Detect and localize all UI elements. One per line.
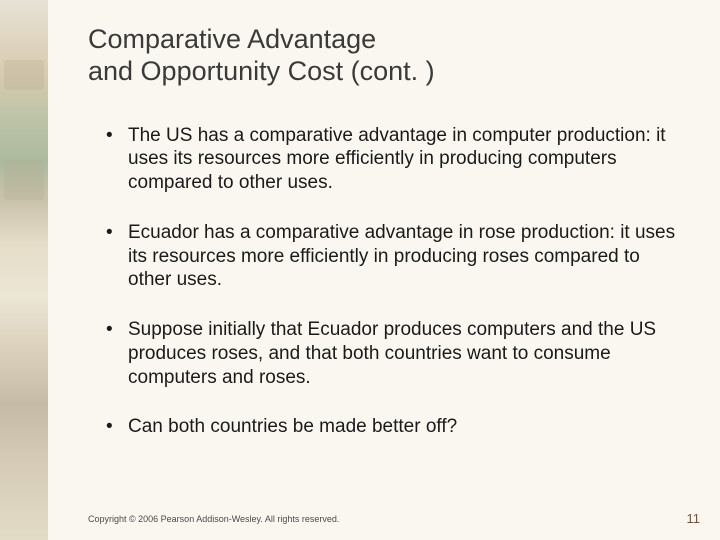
bullet-text: Suppose initially that Ecuador produces … — [128, 319, 656, 388]
title-line-1: Comparative Advantage — [88, 24, 376, 54]
bullet-item: Ecuador has a comparative advantage in r… — [106, 221, 682, 292]
bullet-item: Suppose initially that Ecuador produces … — [106, 318, 682, 389]
bullet-list: The US has a comparative advantage in co… — [88, 124, 682, 440]
bullet-text: The US has a comparative advantage in co… — [128, 125, 666, 194]
bullet-text: Ecuador has a comparative advantage in r… — [128, 222, 675, 291]
decorative-sidebar — [0, 0, 48, 540]
bullet-item: Can both countries be made better off? — [106, 415, 682, 439]
copyright-footer: Copyright © 2006 Pearson Addison-Wesley.… — [88, 514, 339, 524]
slide-body: Comparative Advantage and Opportunity Co… — [48, 0, 720, 540]
bullet-text: Can both countries be made better off? — [128, 416, 457, 437]
slide-title: Comparative Advantage and Opportunity Co… — [88, 24, 682, 88]
title-line-2: and Opportunity Cost (cont. ) — [88, 56, 435, 86]
page-number: 11 — [687, 511, 701, 526]
bullet-item: The US has a comparative advantage in co… — [106, 124, 682, 195]
